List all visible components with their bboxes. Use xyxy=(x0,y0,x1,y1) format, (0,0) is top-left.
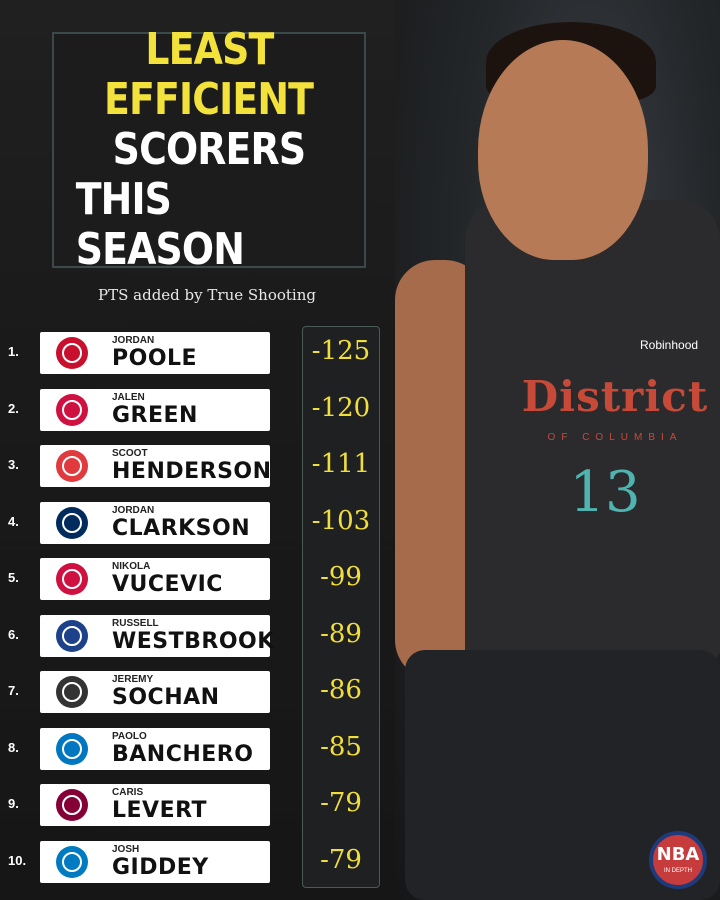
player-card: SCOOT HENDERSON xyxy=(40,445,272,487)
list-item: 3. SCOOT HENDERSON -111 xyxy=(0,443,395,487)
title-line-1: LEAST xyxy=(144,24,274,75)
title-line-3: SCORERS xyxy=(112,124,306,175)
jazz-logo-icon xyxy=(56,506,88,539)
pts-added-value: -86 xyxy=(320,675,362,705)
trail-blazers-logo-icon xyxy=(56,450,88,482)
player-card: CARIS LEVERT xyxy=(40,784,270,826)
player-first-name: JORDAN xyxy=(112,335,155,346)
player-first-name: NIKOLA xyxy=(112,561,151,572)
player-last-name: LEVERT xyxy=(112,798,208,823)
rank-number: 2. xyxy=(8,400,19,416)
player-first-name: JALEN xyxy=(112,391,145,403)
pts-added-value: -103 xyxy=(311,505,371,536)
cavaliers-logo-icon xyxy=(56,789,88,821)
player-first-name: JORDAN xyxy=(112,504,155,516)
list-item: 5. NIKOLA VUCEVIC -99 xyxy=(0,556,395,600)
player-first-name: SCOOT xyxy=(112,448,148,459)
jersey-wordmark: District xyxy=(521,372,709,421)
player-last-name: SOCHAN xyxy=(112,685,220,710)
magic-logo-icon xyxy=(56,732,88,765)
player-last-name: POOLE xyxy=(112,346,198,371)
rank-number: 7. xyxy=(8,683,19,698)
player-first-name: JEREMY xyxy=(112,674,154,685)
player-first-name: JOSH xyxy=(112,843,140,855)
player-first-name: PAOLO xyxy=(112,730,147,742)
clippers-logo-icon xyxy=(56,619,88,652)
player-card: JOSH GIDDEY xyxy=(40,840,270,883)
player-first-name: CARIS xyxy=(112,787,144,798)
jersey-subtext: OF COLUMBIA xyxy=(547,432,683,443)
player-last-name: GREEN xyxy=(112,402,198,428)
rank-number: 6. xyxy=(8,626,19,642)
jersey-sponsor: Robinhood xyxy=(640,338,699,352)
rank-number: 5. xyxy=(8,570,19,585)
rank-number: 9. xyxy=(8,796,19,811)
pts-added-value: -111 xyxy=(311,449,371,479)
title-box: LEAST EFFICIENT SCORERS THIS SEASON xyxy=(52,25,366,275)
pts-added-value: -99 xyxy=(320,562,362,592)
player-card: JORDAN CLARKSON xyxy=(40,501,270,544)
player-card: JORDAN POOLE xyxy=(40,332,270,374)
rank-number: 4. xyxy=(8,513,19,529)
subtitle: PTS added by True Shooting xyxy=(98,286,316,304)
player-card: PAOLO BANCHERO xyxy=(40,727,270,770)
pts-added-value: -125 xyxy=(311,336,371,366)
list-item: 4. JORDAN CLARKSON -103 xyxy=(0,500,395,544)
thunder-logo-icon xyxy=(56,845,88,878)
rockets-logo-icon xyxy=(56,393,88,426)
bulls-logo-icon xyxy=(56,563,88,595)
player-last-name: BANCHERO xyxy=(112,741,254,767)
list-item: 1. JORDAN POOLE -125 xyxy=(0,330,395,374)
player-last-name: HENDERSON xyxy=(112,459,272,484)
values-column xyxy=(302,326,380,888)
list-item: 6. RUSSELL WESTBROOK -89 xyxy=(0,613,395,657)
title-line-4: THIS SEASON xyxy=(75,174,245,275)
player-card: JALEN GREEN xyxy=(40,388,270,431)
spurs-logo-icon xyxy=(56,676,88,708)
list-item: 8. PAOLO BANCHERO -85 xyxy=(0,726,395,770)
player-first-name: RUSSELL xyxy=(112,617,159,629)
pts-added-value: -79 xyxy=(320,788,362,818)
pts-added-value: -120 xyxy=(311,392,371,423)
player-last-name: VUCEVIC xyxy=(112,572,223,597)
list-item: 7. JEREMY SOCHAN -86 xyxy=(0,669,395,713)
pts-added-value: -85 xyxy=(320,731,362,762)
player-jersey xyxy=(465,200,720,660)
player-card: JEREMY SOCHAN xyxy=(40,671,270,713)
list-item: 9. CARIS LEVERT -79 xyxy=(0,782,395,826)
title-line-2: EFFICIENT xyxy=(104,74,314,125)
rank-number: 1. xyxy=(8,344,19,359)
badge-sub: IN DEPTH xyxy=(664,868,692,874)
rank-number: 10. xyxy=(8,852,27,868)
jersey-number: 13 xyxy=(569,460,641,525)
player-last-name: GIDDEY xyxy=(112,854,209,880)
pts-added-value: -79 xyxy=(320,844,362,875)
player-last-name: CLARKSON xyxy=(112,515,251,541)
player-last-name: WESTBROOK xyxy=(112,628,275,654)
wizards-logo-icon xyxy=(56,337,88,369)
player-card: RUSSELL WESTBROOK xyxy=(40,614,274,657)
list-item: 10. JOSH GIDDEY -79 xyxy=(0,839,395,883)
player-head xyxy=(478,40,648,260)
list-item: 2. JALEN GREEN -120 xyxy=(0,387,395,431)
rank-number: 8. xyxy=(8,739,19,755)
rank-number: 3. xyxy=(8,457,19,472)
player-card: NIKOLA VUCEVIC xyxy=(40,558,270,600)
badge-text: NBA xyxy=(657,844,700,865)
pts-added-value: -89 xyxy=(320,618,362,649)
nba-in-depth-badge-icon: NBA IN DEPTH xyxy=(649,831,707,889)
